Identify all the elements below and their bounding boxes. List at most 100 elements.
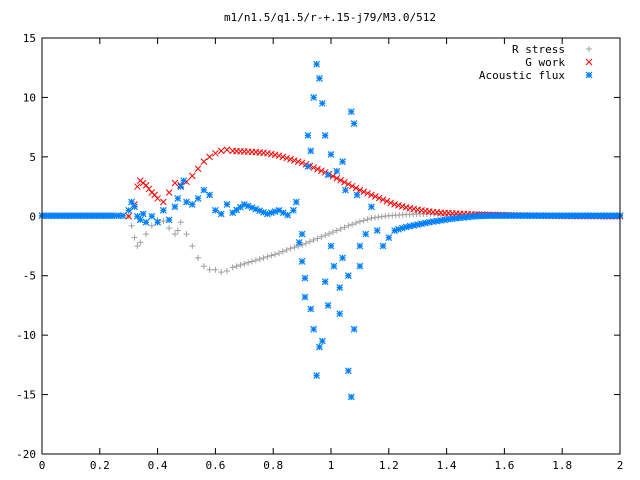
data-point <box>460 214 468 221</box>
data-point <box>585 71 593 79</box>
data-point <box>395 225 402 233</box>
data-point <box>60 212 68 220</box>
data-point <box>134 243 141 249</box>
data-point <box>327 151 335 158</box>
data-point <box>260 208 267 216</box>
data-point <box>482 212 490 220</box>
data-point <box>81 212 89 220</box>
data-point <box>360 217 367 224</box>
data-point <box>585 58 593 66</box>
data-point <box>350 325 358 333</box>
data-point <box>137 239 144 246</box>
data-point <box>143 231 150 238</box>
data-point <box>433 217 441 225</box>
data-point <box>131 234 138 241</box>
data-point <box>352 184 360 192</box>
data-point <box>318 167 325 175</box>
data-point <box>194 165 202 173</box>
data-point <box>437 217 445 224</box>
data-point <box>174 195 182 202</box>
data-point <box>240 200 248 208</box>
data-point <box>171 203 179 211</box>
data-point <box>154 218 162 226</box>
data-point <box>387 199 395 207</box>
tick-layer: 0 0.2 0.4 0.6 0.8 1 1.2 1.4 1.6 1.8 2 15 10 5 0 -5 -10 -1… <box>16 32 623 472</box>
data-point <box>188 172 196 180</box>
data-point <box>304 132 312 139</box>
y-tick-label: 15 <box>23 32 36 45</box>
legend-label: R stress <box>512 43 565 56</box>
data-point <box>339 158 346 166</box>
data-point <box>414 221 422 229</box>
data-point <box>206 153 213 161</box>
data-point <box>148 222 155 229</box>
data-point <box>74 212 82 220</box>
data-point <box>490 212 497 220</box>
data-point <box>53 212 60 220</box>
data-point <box>310 164 318 171</box>
data-point <box>316 74 323 82</box>
data-point <box>391 201 398 208</box>
data-point <box>529 212 537 220</box>
data-point <box>290 206 297 214</box>
data-point <box>304 162 312 170</box>
data-point <box>241 260 248 267</box>
data-point <box>590 212 598 220</box>
data-point <box>360 188 368 196</box>
data-point <box>275 152 283 160</box>
data-point <box>513 212 521 220</box>
data-point <box>287 155 294 163</box>
data-point <box>552 212 560 220</box>
data-point <box>571 212 579 220</box>
data-point <box>125 212 133 220</box>
data-point <box>327 242 335 250</box>
data-point <box>368 203 375 211</box>
data-point <box>233 263 240 270</box>
data-point <box>337 225 344 232</box>
data-point <box>391 227 399 234</box>
data-point <box>194 195 202 202</box>
data-point <box>115 212 123 220</box>
data-point <box>385 234 393 242</box>
data-point <box>356 262 364 270</box>
data-point <box>298 159 306 167</box>
data-point <box>183 198 190 206</box>
data-point <box>264 253 271 260</box>
data-point <box>134 183 141 190</box>
data-point <box>333 227 340 234</box>
data-point <box>249 258 256 265</box>
data-point <box>321 278 329 286</box>
data-point <box>425 218 433 226</box>
data-point <box>353 191 361 199</box>
data-point <box>268 252 275 259</box>
data-point <box>322 232 329 239</box>
data-point <box>500 212 508 220</box>
data-point <box>223 146 231 154</box>
data-point <box>42 212 50 220</box>
x-tick-label: 0 <box>39 459 46 472</box>
data-point <box>125 206 133 214</box>
data-point <box>159 206 167 214</box>
data-point <box>429 218 437 226</box>
data-point <box>456 214 464 222</box>
data-point <box>195 254 202 261</box>
data-point <box>237 203 244 211</box>
data-point <box>318 99 326 107</box>
data-point <box>301 293 309 301</box>
data-point <box>581 212 589 220</box>
data-point <box>85 212 93 220</box>
data-point <box>212 149 219 157</box>
data-point <box>558 212 566 220</box>
data-point <box>314 235 321 242</box>
data-point <box>301 274 309 282</box>
data-point <box>468 213 476 221</box>
data-point <box>128 222 135 229</box>
data-point <box>410 221 418 229</box>
y-tick-label: -20 <box>16 448 36 461</box>
data-point <box>45 212 53 220</box>
data-point <box>310 325 318 333</box>
y-tick-label: 5 <box>29 151 36 164</box>
data-point <box>356 242 364 250</box>
data-point <box>200 263 207 270</box>
